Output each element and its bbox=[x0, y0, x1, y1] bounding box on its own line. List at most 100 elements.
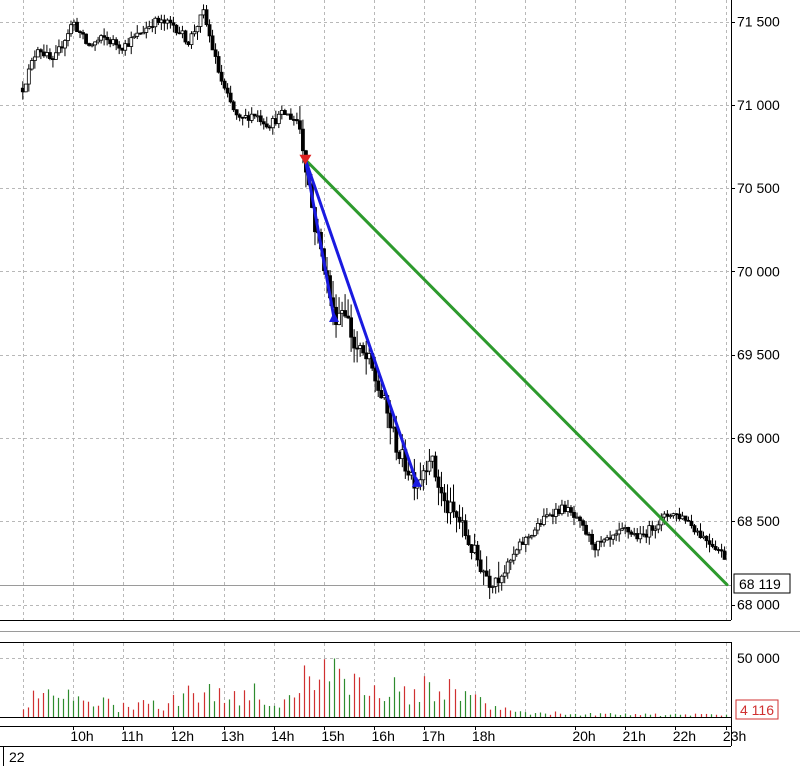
candle-body-53 bbox=[180, 30, 185, 35]
candle-body-14 bbox=[63, 40, 67, 49]
candle-body-16 bbox=[69, 24, 73, 35]
candle-body-9 bbox=[48, 52, 52, 60]
candle-body-15 bbox=[66, 33, 70, 41]
candle-body-171 bbox=[535, 522, 540, 531]
candle-body-177 bbox=[554, 508, 558, 517]
candle-body-108 bbox=[346, 315, 350, 319]
candle-body-106 bbox=[340, 310, 344, 314]
candle-body-184 bbox=[575, 516, 579, 519]
candle-body-155 bbox=[487, 575, 492, 588]
candle-body-123 bbox=[391, 426, 396, 429]
candle-body-185 bbox=[578, 516, 582, 522]
candle-body-110 bbox=[352, 336, 357, 349]
candle-body-118 bbox=[376, 380, 381, 391]
candle-body-30 bbox=[111, 39, 116, 45]
vol-tick-0: 50 000 bbox=[737, 650, 780, 666]
trendline-1 bbox=[303, 158, 336, 320]
x-tick-10: 21h bbox=[623, 728, 646, 744]
candle-body-193 bbox=[602, 539, 607, 543]
candle-body-20 bbox=[81, 32, 85, 35]
candle-body-76 bbox=[249, 113, 254, 121]
candle-body-48 bbox=[165, 19, 170, 24]
candle-body-213 bbox=[662, 513, 667, 518]
candle-body-154 bbox=[484, 570, 489, 577]
candle-body-29 bbox=[108, 39, 113, 45]
candle-body-150 bbox=[472, 544, 477, 553]
candle-body-50 bbox=[171, 22, 176, 26]
candle-body-186 bbox=[581, 520, 585, 526]
candle-body-35 bbox=[126, 43, 131, 47]
trendline-2 bbox=[303, 158, 419, 485]
candle-body-92 bbox=[298, 120, 302, 130]
candle-body-233 bbox=[722, 550, 727, 560]
candle-body-205 bbox=[638, 533, 643, 540]
candle-body-172 bbox=[538, 522, 543, 525]
candle-body-153 bbox=[481, 570, 486, 573]
candle-body-216 bbox=[671, 513, 676, 517]
y-tick-7: 68 000 bbox=[737, 597, 780, 613]
candle-body-79 bbox=[258, 115, 263, 123]
candle-body-77 bbox=[252, 113, 257, 117]
candle-body-90 bbox=[291, 119, 296, 121]
candle-body-109 bbox=[349, 317, 354, 338]
candle-body-178 bbox=[557, 508, 561, 515]
candle-body-62 bbox=[207, 24, 212, 37]
candle-body-72 bbox=[237, 114, 242, 118]
candle-body-22 bbox=[87, 43, 91, 46]
candle-body-215 bbox=[668, 515, 673, 518]
x-tick-0: 10h bbox=[70, 728, 93, 744]
x-tick-6: 16h bbox=[372, 728, 395, 744]
candle-body-57 bbox=[192, 31, 197, 35]
candle-body-11 bbox=[54, 52, 58, 60]
candle-body-113 bbox=[361, 345, 366, 354]
candle-body-34 bbox=[123, 43, 128, 51]
last-volume-value: 4 116 bbox=[740, 702, 774, 718]
candle-body-145 bbox=[457, 516, 462, 523]
candle-body-161 bbox=[505, 561, 510, 574]
volume-bars bbox=[22, 658, 728, 717]
candle-body-41 bbox=[144, 27, 149, 33]
candle-body-63 bbox=[210, 35, 215, 51]
candle-body-114 bbox=[364, 352, 369, 360]
candle-body-206 bbox=[641, 533, 646, 536]
x-tick-1: 11h bbox=[121, 728, 143, 744]
candle-body-37 bbox=[132, 35, 137, 39]
volume-axis-labels: 50 000 bbox=[737, 650, 780, 666]
candle-body-211 bbox=[656, 524, 661, 530]
candle-body-135 bbox=[427, 460, 432, 472]
date-label: 22 bbox=[9, 749, 25, 765]
candle-body-32 bbox=[117, 44, 122, 49]
y-tick-0: 71 500 bbox=[737, 14, 780, 30]
candle-body-188 bbox=[587, 533, 591, 536]
candle-body-69 bbox=[228, 92, 233, 103]
candle-body-84 bbox=[273, 118, 278, 125]
x-tick-11: 22h bbox=[673, 728, 696, 744]
candle-body-197 bbox=[614, 533, 619, 536]
candle-body-142 bbox=[448, 501, 453, 514]
candle-body-36 bbox=[129, 37, 134, 47]
candle-body-189 bbox=[590, 533, 594, 545]
candle-body-12 bbox=[57, 46, 61, 54]
candle-body-49 bbox=[168, 19, 173, 24]
candle-body-126 bbox=[400, 449, 405, 460]
candle-body-160 bbox=[502, 572, 507, 577]
candle-body-61 bbox=[204, 9, 209, 26]
candle-body-24 bbox=[93, 41, 97, 46]
candle-body-222 bbox=[689, 520, 694, 527]
x-tick-7: 17h bbox=[422, 728, 445, 744]
candle-body-51 bbox=[174, 24, 179, 34]
candle-body-59 bbox=[198, 14, 203, 27]
candle-body-191 bbox=[596, 540, 600, 551]
candle-body-31 bbox=[114, 39, 119, 46]
candle-body-45 bbox=[156, 17, 161, 24]
candle-body-52 bbox=[177, 32, 182, 35]
candle-body-202 bbox=[629, 531, 634, 535]
candle-body-195 bbox=[608, 537, 613, 540]
candle-body-122 bbox=[388, 412, 393, 429]
candle-body-221 bbox=[686, 519, 691, 522]
candle-body-44 bbox=[153, 17, 158, 28]
candle-body-93 bbox=[301, 128, 305, 152]
candle-body-164 bbox=[514, 549, 519, 555]
y-tick-2: 70 500 bbox=[737, 180, 780, 196]
time-axis-labels: 10h 11h 12h 13h 14h 15h 16h 17h 18h 20h 21h 22h 23h bbox=[70, 726, 746, 744]
